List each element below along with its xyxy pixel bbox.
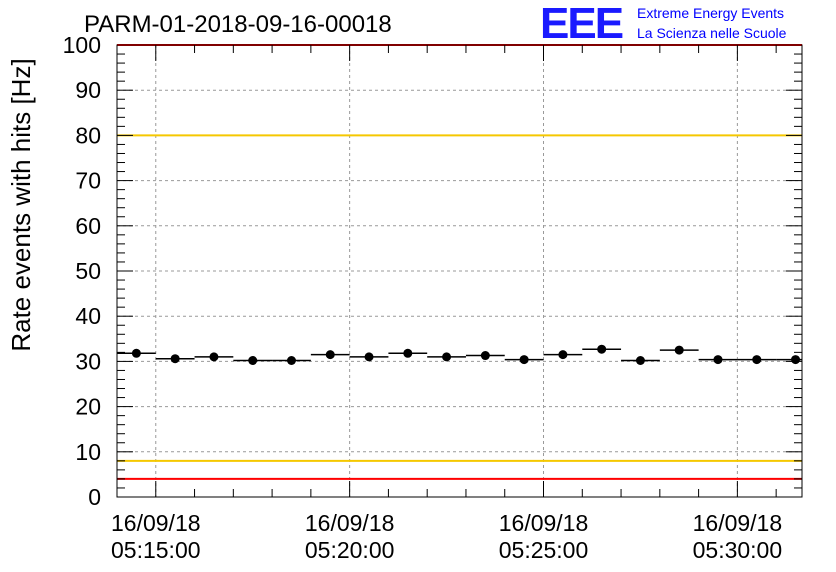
logo-line-2: La Scienza nelle Scuole xyxy=(637,25,787,41)
y-tick-label: 80 xyxy=(75,122,101,148)
eee-logo: EEE xyxy=(540,0,624,48)
reference-lines xyxy=(117,44,802,480)
y-tick-label: 50 xyxy=(75,258,101,284)
data-point xyxy=(209,352,219,362)
data-point xyxy=(248,355,258,365)
data-point xyxy=(674,345,684,355)
y-tick-label: 0 xyxy=(88,484,101,510)
x-tick-labels: 16/09/1805:15:0016/09/1805:20:0016/09/18… xyxy=(111,510,782,563)
y-tick-labels: 0 10 20 30 40 50 60 70 80 90 100 xyxy=(63,32,101,510)
data-point xyxy=(519,355,529,365)
data-point xyxy=(364,352,374,362)
data-point xyxy=(442,352,452,362)
x-tick-date-label: 16/09/18 xyxy=(499,510,589,536)
data-point xyxy=(791,355,801,365)
chart-title: PARM-01-2018-09-16-00018 xyxy=(84,11,392,38)
y-tick-label: 60 xyxy=(75,213,101,239)
x-tick-date-label: 16/09/18 xyxy=(111,510,201,536)
x-tick-date-label: 16/09/18 xyxy=(305,510,395,536)
data-point xyxy=(480,351,490,361)
x-tick-date-label: 16/09/18 xyxy=(693,510,783,536)
data-point xyxy=(752,355,762,365)
x-tick-time-label: 05:30:00 xyxy=(693,537,783,563)
x-tick-time-label: 05:15:00 xyxy=(111,537,201,563)
y-axis-label: Rate events with hits [Hz] xyxy=(6,58,36,351)
data-point xyxy=(635,355,645,365)
logo-line-1: Extreme Energy Events xyxy=(637,5,785,21)
data-point xyxy=(713,355,723,365)
grid xyxy=(117,45,802,497)
x-tick-time-label: 05:20:00 xyxy=(305,537,395,563)
axis-ticks xyxy=(117,44,802,498)
data-point xyxy=(325,350,335,360)
data-point xyxy=(286,355,296,365)
y-tick-label: 70 xyxy=(75,168,101,194)
data-point xyxy=(170,354,180,364)
data-point xyxy=(131,348,141,358)
y-tick-label: 30 xyxy=(75,348,101,374)
x-tick-time-label: 05:25:00 xyxy=(499,537,589,563)
y-tick-label: 90 xyxy=(75,77,101,103)
data-point xyxy=(403,348,413,358)
data-point xyxy=(558,350,568,360)
y-tick-label: 10 xyxy=(75,439,101,465)
data-point xyxy=(597,344,607,354)
data-series xyxy=(117,344,802,365)
y-tick-label: 20 xyxy=(75,394,101,420)
y-tick-label: 100 xyxy=(63,32,101,58)
y-tick-label: 40 xyxy=(75,303,101,329)
